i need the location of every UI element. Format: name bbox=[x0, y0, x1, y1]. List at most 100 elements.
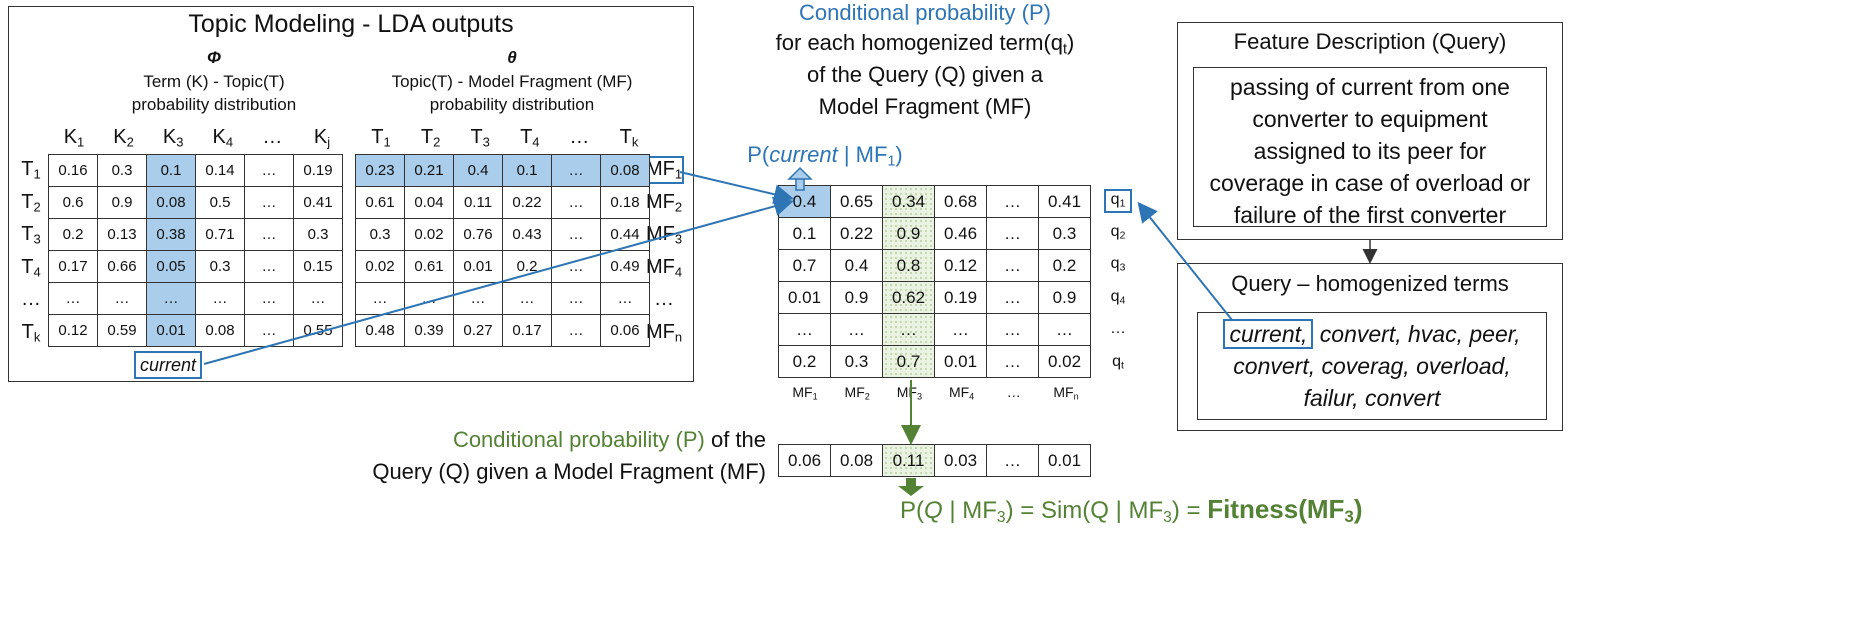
table-cell: 0.27 bbox=[453, 314, 503, 347]
table-cell: 0.01 bbox=[778, 281, 831, 314]
table-cell: … bbox=[244, 314, 294, 347]
phi-caption-2: probability distribution bbox=[131, 95, 297, 114]
table-cell: … bbox=[551, 314, 601, 347]
table-cell: … bbox=[882, 313, 935, 346]
theta-col-header: … bbox=[569, 126, 590, 148]
fitness-row-table: 0.06 0.08 0.11 0.03… 0.01 bbox=[778, 444, 1091, 477]
theta-row-header: MFn bbox=[645, 321, 683, 345]
p-current-label: P(current | MF1) bbox=[747, 142, 903, 170]
cond-prob-query-line1: Conditional probability (P) of the bbox=[452, 427, 766, 452]
table-cell: 0.43 bbox=[502, 218, 552, 251]
fitness-formula: P(Q | MF3) = Sim(Q | MF3) = Fitness(MF3) bbox=[900, 494, 1363, 527]
table-cell: 0.38 bbox=[146, 218, 196, 251]
theta-col-header: T2 bbox=[420, 126, 441, 150]
table-cell: … bbox=[502, 282, 552, 315]
table-row: 0.23 0.21 0.4 0.1… 0.08 bbox=[355, 154, 650, 187]
table-cell: 0.4 bbox=[830, 249, 883, 282]
table-cell: 0.2 bbox=[502, 250, 552, 283]
table-row: 0.02 0.61 0.01 0.2… 0.49 bbox=[355, 250, 650, 283]
theta-col-header: T4 bbox=[520, 126, 540, 150]
table-cell: … bbox=[551, 282, 601, 315]
table-cell: … bbox=[293, 282, 343, 315]
table-cell: 0.9 bbox=[830, 281, 883, 314]
table-cell: … bbox=[986, 185, 1039, 218]
table-cell: 0.62 bbox=[882, 281, 935, 314]
table-cell: 0.18 bbox=[600, 186, 650, 219]
table-cell: … bbox=[97, 282, 147, 315]
table-cell: 0.02 bbox=[1038, 345, 1091, 378]
feature-description-box bbox=[1193, 67, 1547, 227]
table-cell: 0.5 bbox=[195, 186, 245, 219]
table-row: 0.2 0.13 0.38 0.71… 0.3 bbox=[48, 218, 343, 251]
table-cell: 0.6 bbox=[48, 186, 98, 219]
cond-prob-query-line2: Query (Q) given a Model Fragment (MF) bbox=[372, 459, 766, 484]
table-cell: 0.11 bbox=[882, 444, 935, 477]
theta-row-header: MF1 bbox=[644, 156, 684, 184]
table-cell: 0.65 bbox=[830, 185, 883, 218]
table-row: 0.16 0.3 0.1 0.14… 0.19 bbox=[48, 154, 343, 187]
table-cell: … bbox=[244, 282, 294, 315]
table-cell: 0.17 bbox=[502, 314, 552, 347]
phi-row-header: Tk bbox=[21, 321, 41, 345]
feature-description-line: coverage in case of overload or bbox=[1209, 170, 1531, 196]
table-cell: 0.11 bbox=[453, 186, 503, 219]
table-cell: … bbox=[986, 249, 1039, 282]
theta-col-header: Tk bbox=[619, 126, 639, 150]
table-row: 0.3 0.02 0.76 0.43… 0.44 bbox=[355, 218, 650, 251]
table-cell: 0.49 bbox=[600, 250, 650, 283]
table-cell: 0.66 bbox=[97, 250, 147, 283]
query-row-label: q1 bbox=[1104, 189, 1132, 213]
table-cell: … bbox=[830, 313, 883, 346]
phi-col-header: K2 bbox=[113, 126, 134, 150]
phi-caption-1: Term (K) - Topic(T) bbox=[143, 72, 285, 91]
theta-row-header: MF2 bbox=[645, 190, 683, 214]
homogenized-line-1: current, convert, hvac, peer, bbox=[1197, 319, 1547, 349]
query-row-label: … bbox=[1110, 320, 1126, 338]
cond-prob-term-line2: for each homogenized term(qt) bbox=[775, 30, 1075, 58]
table-cell: 0.01 bbox=[146, 314, 196, 347]
table-row: 0.06 0.08 0.11 0.03… 0.01 bbox=[778, 444, 1091, 477]
table-cell: 0.06 bbox=[600, 314, 650, 347]
table-cell: 0.8 bbox=[882, 249, 935, 282]
cond-prob-term-line4: Model Fragment (MF) bbox=[818, 94, 1032, 119]
query-row-label: qt bbox=[1112, 353, 1124, 372]
table-cell: 0.76 bbox=[453, 218, 503, 251]
table-cell: … bbox=[986, 217, 1039, 250]
table-cell: 0.19 bbox=[934, 281, 987, 314]
table-cell: 0.21 bbox=[404, 154, 454, 187]
table-row: 0.4 0.65 0.34 0.68… 0.41 bbox=[778, 185, 1091, 218]
phi-row-header: T1 bbox=[21, 158, 41, 182]
query-col-label: … bbox=[1006, 384, 1021, 400]
homogenized-terms-box bbox=[1197, 312, 1547, 420]
table-cell: … bbox=[146, 282, 196, 315]
table-cell: … bbox=[355, 282, 405, 315]
cond-prob-term-line3: of the Query (Q) given a bbox=[807, 62, 1043, 87]
table-cell: 0.01 bbox=[1038, 444, 1091, 477]
query-col-label: MFn bbox=[1053, 384, 1079, 402]
table-cell: … bbox=[48, 282, 98, 315]
table-cell: 0.08 bbox=[195, 314, 245, 347]
table-cell: 0.3 bbox=[830, 345, 883, 378]
query-col-label: MF2 bbox=[844, 384, 870, 402]
table-cell: 0.3 bbox=[355, 218, 405, 251]
theta-row-header: … bbox=[654, 288, 674, 311]
table-cell: 0.17 bbox=[48, 250, 98, 283]
phi-table: 0.16 0.3 0.1 0.14… 0.19 0.6 0.9 0.08 0.5… 0.41 0.2… bbox=[48, 154, 343, 347]
feature-description-line: failure of the first converter bbox=[1233, 202, 1507, 228]
table-cell: 0.2 bbox=[48, 218, 98, 251]
table-cell: 0.04 bbox=[404, 186, 454, 219]
table-cell: 0.3 bbox=[1038, 217, 1091, 250]
table-cell: 0.1 bbox=[146, 154, 196, 187]
homogenized-line-2: convert, coverag, overload, bbox=[1233, 353, 1511, 379]
phi-col-header: K1 bbox=[63, 126, 85, 150]
query-col-label: MF3 bbox=[896, 384, 923, 402]
query-row-label: q4 bbox=[1110, 287, 1126, 307]
table-cell: … bbox=[600, 282, 650, 315]
feature-description-line: assigned to its peer for bbox=[1253, 138, 1487, 164]
phi-row-header: T2 bbox=[21, 190, 41, 214]
table-cell: 0.02 bbox=[355, 250, 405, 283]
table-cell: 0.2 bbox=[778, 345, 831, 378]
table-cell: 0.1 bbox=[778, 217, 831, 250]
table-cell: 0.22 bbox=[502, 186, 552, 219]
phi-col-header: K4 bbox=[212, 126, 234, 150]
